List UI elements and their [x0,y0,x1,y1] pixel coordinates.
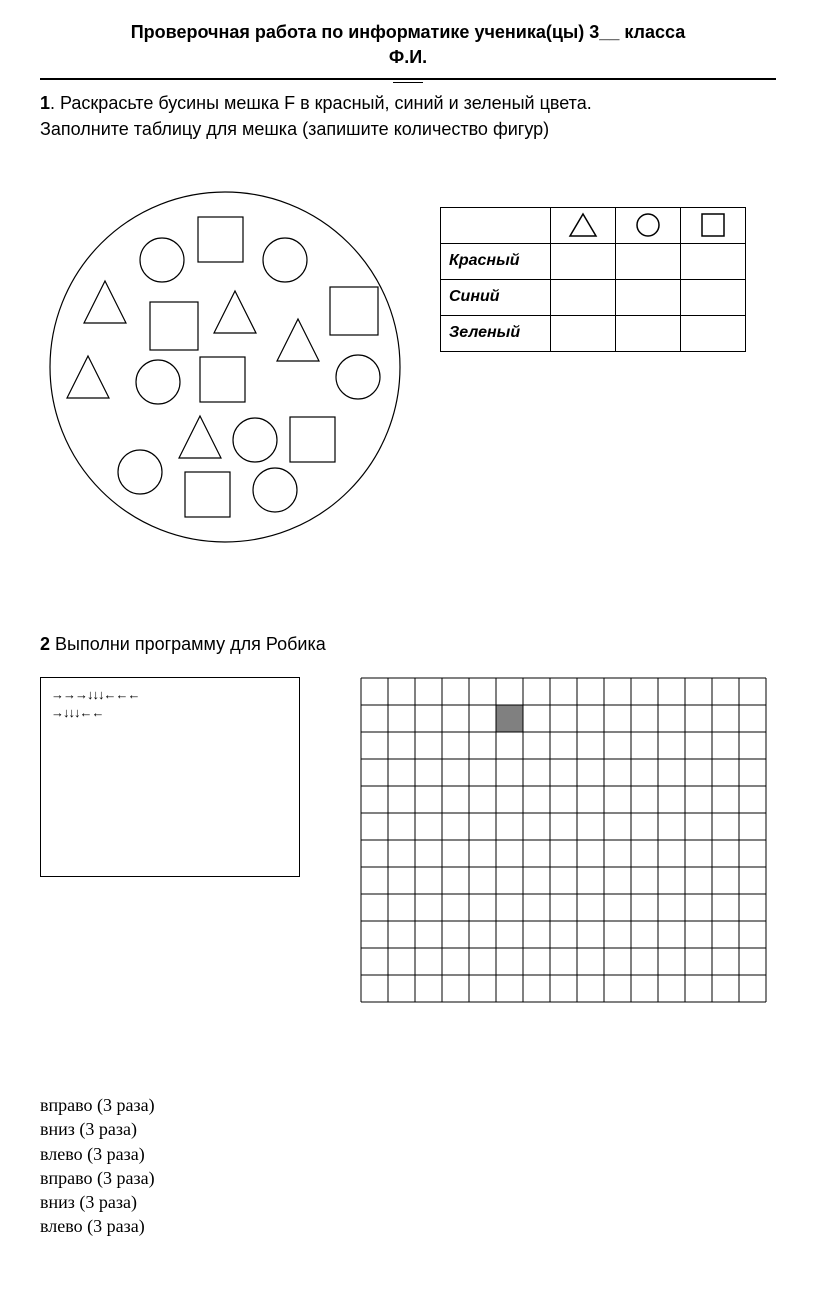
robot-grid [360,677,767,1003]
table-header-row [441,207,746,243]
task1-row: Красный Синий Зеленый [40,182,776,552]
circle-icon [616,207,681,243]
table-row: Зеленый [441,315,746,351]
task2-row: →→→↓↓↓←←← →↓↓↓←← [40,677,776,1003]
divider [40,78,776,80]
row-label-green: Зеленый [441,315,551,351]
command-line: вправо (3 раза) [40,1093,776,1117]
short-blank [393,82,423,83]
command-line: влево (3 раза) [40,1142,776,1166]
row-label-blue: Синий [441,279,551,315]
cell [616,315,681,351]
task2-text: 2 Выполни программу для Робика [40,632,776,657]
row-label-red: Красный [441,243,551,279]
worksheet-title: Проверочная работа по информатике ученик… [40,20,776,70]
table-row: Синий [441,279,746,315]
shape-count-table: Красный Синий Зеленый [440,207,746,352]
cell [551,279,616,315]
cell [681,279,746,315]
table-row: Красный [441,243,746,279]
program-line: →→→↓↓↓←←← [51,686,289,704]
square-icon [681,207,746,243]
command-line: вниз (3 раза) [40,1190,776,1214]
cell [616,279,681,315]
task2-section: 2 Выполни программу для Робика →→→↓↓↓←←←… [40,632,776,1239]
command-list: вправо (3 раза)вниз (3 раза)влево (3 раз… [40,1093,776,1239]
command-line: вниз (3 раза) [40,1117,776,1141]
empty-header-cell [441,207,551,243]
cell [681,243,746,279]
triangle-icon [551,207,616,243]
program-box: →→→↓↓↓←←← →↓↓↓←← [40,677,300,877]
shapes-bag [40,182,410,552]
program-line: →↓↓↓←← [51,704,289,722]
command-line: вправо (3 раза) [40,1166,776,1190]
command-line: влево (3 раза) [40,1214,776,1238]
cell [551,315,616,351]
cell [551,243,616,279]
cell [616,243,681,279]
cell [681,315,746,351]
task1-text: 1. Раскрасьте бусины мешка F в красный, … [40,91,776,141]
